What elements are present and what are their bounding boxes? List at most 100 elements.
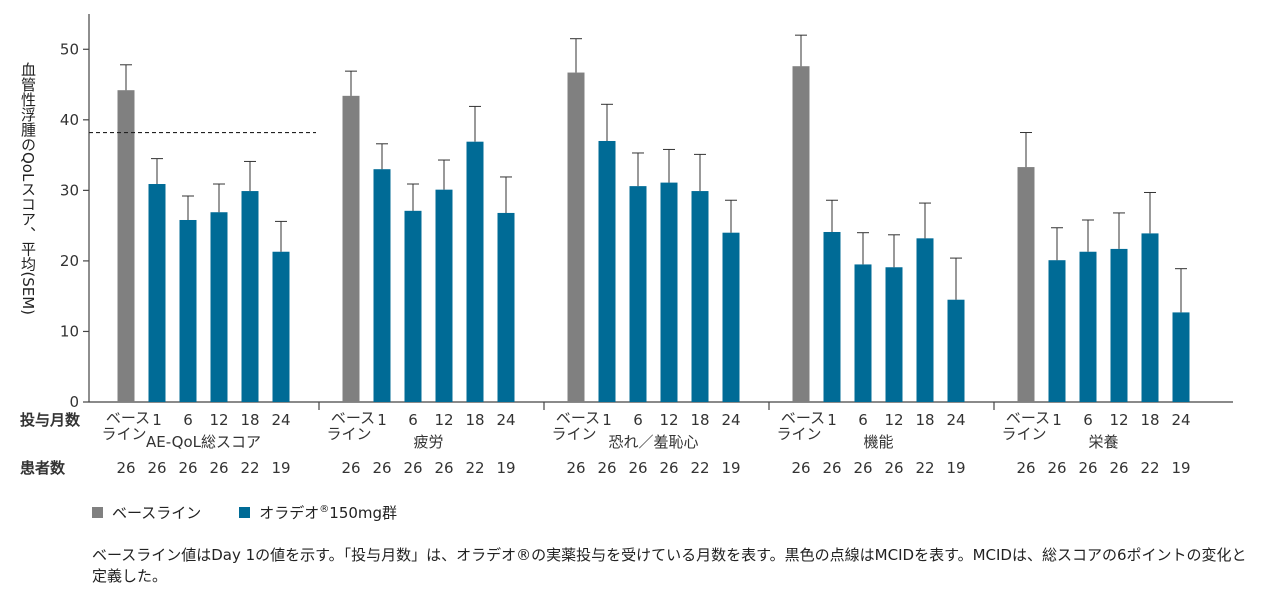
x-tick-label: ベース [106,409,150,427]
bar [148,184,166,402]
x-tick-label: 12 [209,411,228,429]
n-label: 26 [597,459,616,477]
n-label: 22 [240,459,259,477]
y-tick-label: 30 [60,181,79,199]
x-tick-label: 18 [465,411,484,429]
footnote: ベースライン値はDay 1の値を示す。「投与月数」は、オラデオ®の実薬投与を受け… [92,545,1272,587]
legend-label-treatment-suffix: 150mg群 [329,504,398,522]
y-tick-label: 0 [69,393,79,411]
x-tick-label: ライン [776,425,821,443]
bar [342,95,360,402]
y-axis-label: 血管性浮腫のQoLスコア、平均(SEM) [19,62,37,315]
x-tick-label: 12 [1109,411,1128,429]
n-label: 26 [1109,459,1128,477]
x-tick-label: 18 [240,411,259,429]
n-label: 26 [116,459,135,477]
n-label: 22 [1140,459,1159,477]
bar [435,189,453,402]
n-label: 22 [465,459,484,477]
bar [792,66,810,402]
bar [916,238,934,402]
x-tick-label: 18 [1140,411,1159,429]
bar [272,251,290,402]
bar [1141,233,1159,402]
x-tick-label: ライン [326,425,371,443]
legend-label-baseline: ベースライン [112,504,202,522]
bar [1079,251,1097,402]
group-label: 栄養 [1088,433,1118,451]
bar [567,72,585,402]
bar [117,90,135,403]
n-label: 19 [1171,459,1190,477]
n-label: 26 [209,459,228,477]
n-label: 26 [1078,459,1097,477]
x-tick-label: 1 [152,411,162,429]
y-tick-label: 20 [60,252,79,270]
x-tick-label: 24 [271,411,290,429]
n-label: 26 [853,459,872,477]
x-tick-label: 1 [827,411,837,429]
x-tick-label: 12 [884,411,903,429]
x-tick-label: ベース [331,409,375,427]
x-tick-label: 24 [721,411,740,429]
x-tick-label: 6 [633,411,643,429]
n-label: 26 [628,459,647,477]
footnote-line-2: 定義した。 [92,567,168,585]
n-label: 19 [721,459,740,477]
bar [241,191,259,402]
legend-item-treatment: オラデオ®150mg群 [239,502,397,523]
legend-label-treatment: オラデオ®150mg群 [259,502,397,523]
bar [210,212,228,402]
n-label: 26 [1047,459,1066,477]
legend-label-treatment-reg: ® [319,504,330,515]
n-label: 26 [341,459,360,477]
x-tick-label: 18 [915,411,934,429]
group-label: 恐れ／羞恥心 [608,433,698,451]
bar [497,212,515,402]
n-label: 19 [271,459,290,477]
group-label: AE-QoL総スコア [146,433,261,451]
y-tick-label: 40 [60,111,79,129]
x-tick-label: 24 [946,411,965,429]
n-label: 26 [791,459,810,477]
x-tick-label: ベース [781,409,825,427]
bar [404,210,422,402]
bar [1172,312,1190,402]
n-label: 26 [822,459,841,477]
n-label: 26 [434,459,453,477]
y-tick-label: 50 [60,40,79,58]
bar [660,182,678,402]
x-tick-label: 1 [377,411,387,429]
x-tick-label: ライン [101,425,146,443]
legend-swatch-treatment [239,507,251,518]
legend-item-baseline: ベースライン [92,502,201,523]
group-label: 疲労 [413,433,443,451]
y-tick-label: 10 [60,322,79,340]
n-label: 26 [1016,459,1035,477]
x-row-label: 投与月数 [20,411,81,429]
bar [1048,260,1066,402]
x-tick-label: ベース [556,409,600,427]
x-tick-label: 18 [690,411,709,429]
x-tick-label: 24 [1171,411,1190,429]
x-tick-label: 6 [858,411,868,429]
bar [598,140,616,402]
x-tick-label: 12 [659,411,678,429]
n-label: 22 [915,459,934,477]
legend-swatch-baseline [92,507,103,518]
bar [179,219,197,402]
n-label: 26 [659,459,678,477]
x-tick-label: 12 [434,411,453,429]
bar [947,299,965,402]
footnote-line-1: ベースライン値はDay 1の値を示す。「投与月数」は、オラデオ®の実薬投与を受け… [92,546,1247,564]
bar [1017,167,1035,402]
x-tick-label: 6 [1083,411,1093,429]
bar [722,232,740,402]
bar [466,141,484,403]
n-label: 26 [403,459,422,477]
x-tick-label: 24 [496,411,515,429]
n-label: 19 [946,459,965,477]
x-tick-label: 1 [1052,411,1062,429]
qol-bar-chart: 01020304050投与月数患者数ベースライン2612662612261822… [20,14,1233,477]
bar [885,267,903,402]
